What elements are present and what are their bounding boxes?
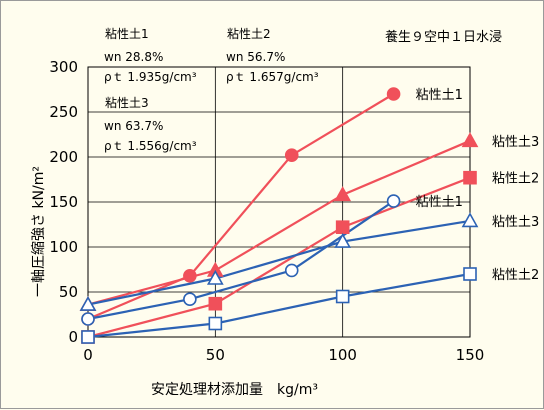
series-label: 粘性土1 bbox=[416, 195, 463, 210]
data-point-square bbox=[335, 220, 350, 234]
annotation-line: ρｔ 1.935g/cm³ bbox=[104, 70, 197, 84]
x-tick-label: 100 bbox=[328, 346, 357, 364]
data-point-square bbox=[81, 330, 95, 344]
y-tick-label: 300 bbox=[49, 58, 78, 76]
y-tick-label: 0 bbox=[68, 328, 78, 346]
data-point-square bbox=[463, 170, 477, 185]
x-tick-label: 0 bbox=[83, 346, 93, 364]
x-axis-label: 安定処理材添加量 kg/m³ bbox=[151, 382, 318, 398]
data-point-square bbox=[463, 267, 477, 281]
data-point-triangle bbox=[79, 295, 97, 311]
data-point-square bbox=[335, 289, 350, 304]
chart-title: 養生９空中１日水浸 bbox=[385, 29, 502, 45]
data-point-triangle bbox=[334, 186, 352, 202]
data-point-triangle bbox=[334, 232, 352, 248]
series-label: 粘性土3 bbox=[492, 135, 539, 150]
data-point-circle bbox=[284, 263, 299, 278]
data-point-circle bbox=[81, 312, 95, 326]
y-tick-label: 100 bbox=[49, 238, 78, 256]
x-tick-label: 150 bbox=[456, 346, 485, 364]
annotation-line: wn 56.7% bbox=[226, 50, 285, 64]
series-line bbox=[87, 176, 471, 339]
data-point-triangle bbox=[461, 132, 479, 148]
series-label: 粘性土2 bbox=[492, 268, 539, 283]
data-point-circle bbox=[284, 148, 299, 162]
data-point-triangle bbox=[461, 212, 479, 228]
annotation-name: 粘性土2 bbox=[227, 26, 271, 41]
series-line bbox=[87, 272, 471, 339]
data-point-circle bbox=[386, 87, 401, 101]
annotation-name: 粘性土1 bbox=[105, 26, 149, 41]
annotation-line: ρｔ 1.657g/cm³ bbox=[226, 70, 319, 84]
y-axis-label: 一軸圧縮強さ kN/m² bbox=[31, 166, 47, 297]
series-label: 粘性土2 bbox=[492, 172, 539, 187]
data-point-circle bbox=[183, 292, 197, 307]
data-point-circle bbox=[183, 268, 197, 283]
series-line bbox=[87, 93, 395, 321]
data-point-circle bbox=[386, 194, 401, 208]
y-tick-label: 250 bbox=[49, 103, 78, 121]
data-point-triangle bbox=[206, 269, 224, 285]
y-tick-label: 150 bbox=[49, 193, 78, 211]
series-line bbox=[87, 139, 471, 306]
data-point-square bbox=[208, 296, 223, 311]
series-line bbox=[87, 219, 471, 306]
x-tick-label: 50 bbox=[206, 346, 225, 364]
y-tick-label: 50 bbox=[59, 283, 78, 301]
annotation-line: ρｔ 1.556g/cm³ bbox=[104, 139, 197, 153]
annotation-line: wn 63.7% bbox=[104, 119, 163, 133]
y-tick-label: 200 bbox=[49, 148, 78, 166]
data-point-square bbox=[208, 316, 223, 331]
series-label: 粘性土1 bbox=[416, 88, 463, 103]
annotation-line: wn 28.8% bbox=[104, 50, 163, 64]
series-label: 粘性土3 bbox=[492, 215, 539, 230]
annotation-name: 粘性土3 bbox=[105, 95, 149, 110]
